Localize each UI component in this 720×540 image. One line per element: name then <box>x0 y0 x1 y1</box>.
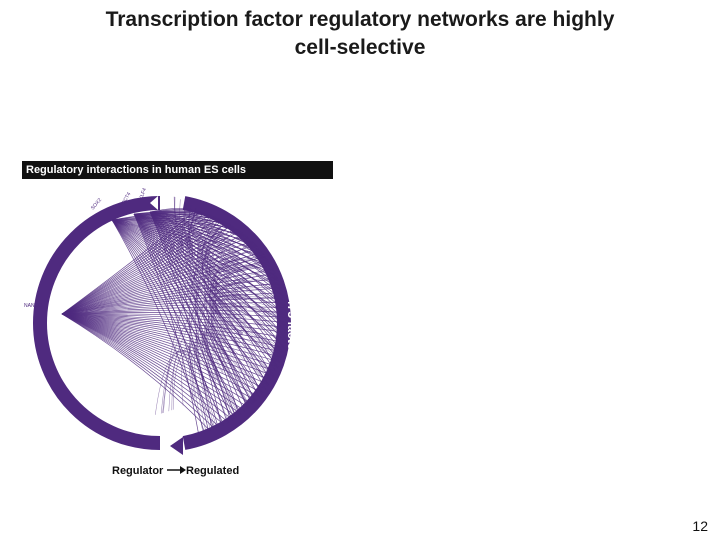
right-arc-arrowhead <box>170 437 183 455</box>
left-arc-label-visible: 475 factors <box>53 298 67 362</box>
legend-regulated: Regulated <box>186 465 239 477</box>
page-number: 12 <box>692 518 708 534</box>
gene-label-nanog: NANOG <box>24 303 42 309</box>
legend-regulator: Regulator <box>112 465 164 477</box>
left-arc-label: 475 factors <box>0 0 64 3</box>
gene-label-sox2: SOX2 <box>90 197 103 211</box>
right-arc-label: 475 factors <box>285 298 299 362</box>
